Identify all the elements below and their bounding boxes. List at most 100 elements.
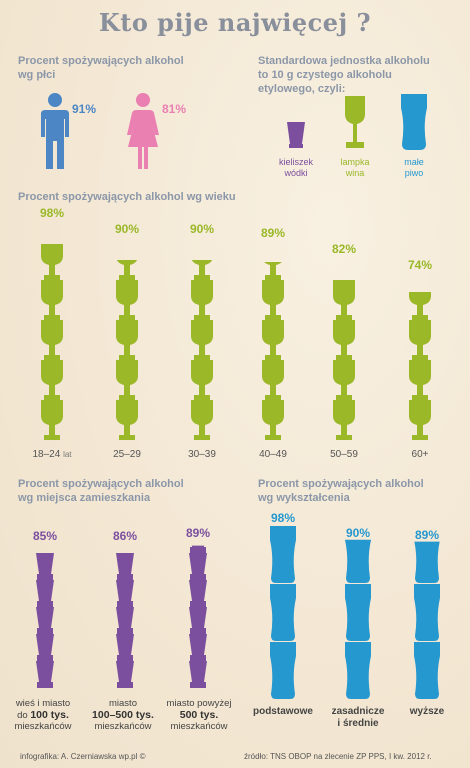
education-bar [345,539,371,699]
wine-glass-icon [262,360,284,400]
place-label: miasto 100–500 tys. mieszkańców [92,698,154,732]
place-bar [116,553,134,688]
education-bar [414,541,440,699]
wine-glass-icon [191,320,213,360]
shot-glass-icon [287,122,305,148]
education-percentage: 90% [345,526,371,540]
shot-glass-icon [190,545,206,553]
age-label: 60+ [411,449,429,460]
age-heading: Procent spożywających alkohol wg wieku [18,191,236,203]
gender-heading: Procent spożywających alkohol wg płci [18,55,184,81]
age-percentage: 74% [407,258,433,272]
education-label: wyższe [409,706,445,717]
place-percentage: 89% [185,526,211,540]
wine-glass-icon [116,260,138,280]
wine-glass-icon [116,400,138,440]
wine-glass-icon [333,320,355,360]
page-title: Kto pije najwięcej ? [98,8,372,37]
place-percentage: 85% [32,529,58,543]
beer-glass-icon [414,541,440,583]
beer-glass-icon [401,94,427,150]
man-icon [40,93,70,169]
beer-glass-icon [270,584,296,641]
place-bar [36,553,54,688]
wine-glass-icon [116,360,138,400]
shot-glass-icon [116,634,134,661]
age-bar [41,244,63,440]
source: źródło: TNS OBOP na zlecenie ZP PPS, I k… [244,752,432,761]
wine-glass-icon [262,280,284,320]
women-percentage: 81% [162,102,187,116]
shot-glass-icon [36,553,54,580]
place-bar [189,545,207,688]
wine-glass-icon [41,280,63,320]
wine-glass-icon [333,400,355,440]
age-bar [116,260,138,440]
wine-glass-icon [409,400,431,440]
education-percentage: 98% [270,511,296,525]
beer-glass-label: małe piwo [404,157,424,178]
beer-glass-icon [414,642,440,699]
credit: infografika: A. Czerniawska wp.pl © [20,752,146,761]
wine-glass-icon [116,320,138,360]
education-percentage: 89% [414,528,440,542]
shot-glass-icon [189,634,207,661]
men-percentage: 91% [72,102,97,116]
wine-glass-icon [191,360,213,400]
shot-glass-icon [189,607,207,634]
place-label: wieś i miasto do 100 tys. mieszkańców [14,698,72,732]
age-bar [409,292,431,440]
beer-glass-icon [345,642,371,699]
age-label: 18–24 lat [32,449,72,460]
age-bar [262,262,284,440]
wine-glass-icon [409,292,431,320]
shot-glass-icon [189,553,207,580]
age-label: 40–49 [259,449,287,460]
age-percentage: 89% [260,226,286,240]
age-label: 25–29 [113,449,141,460]
place-heading: Procent spożywających alkohol wg miejsca… [18,478,184,504]
beer-glass-icon [345,539,371,583]
beer-glass-icon [414,584,440,641]
age-bar [191,260,213,440]
shot-glass-label: kieliszek wódki [278,157,313,178]
age-percentage: 98% [39,206,65,220]
woman-icon [126,93,160,169]
shot-glass-icon [36,661,54,688]
age-label: 50–59 [330,449,358,460]
wine-glass-icon [264,262,282,280]
shot-glass-icon [189,661,207,688]
place-label: miasto powyżej 500 tys. mieszkańców [166,698,232,732]
age-percentage: 82% [331,242,357,256]
shot-glass-icon [116,607,134,634]
wine-glass-icon [262,400,284,440]
wine-glass-icon [116,280,138,320]
age-bar [333,280,355,440]
shot-glass-icon [116,553,134,580]
wine-glass-icon [344,96,366,148]
shot-glass-icon [36,607,54,634]
wine-glass-label: lampka wina [340,157,370,178]
wine-glass-icon [262,320,284,360]
education-label: podstawowe [252,706,313,717]
beer-glass-icon [270,642,296,699]
shot-glass-icon [36,634,54,661]
beer-glass-icon [345,584,371,641]
education-heading: Procent spożywających alkohol wg wykszta… [258,478,424,504]
wine-glass-icon [333,360,355,400]
age-percentage: 90% [189,222,215,236]
beer-glass-icon [270,526,296,583]
wine-glass-icon [333,280,355,320]
shot-glass-icon [36,580,54,607]
age-percentage: 90% [114,222,140,236]
wine-glass-icon [191,260,213,280]
wine-glass-icon [409,360,431,400]
shot-glass-icon [116,580,134,607]
units-heading: Standardowa jednostka alkoholu to 10 g c… [258,55,430,95]
place-percentage: 86% [112,529,138,543]
shot-glass-icon [116,661,134,688]
wine-glass-icon [41,244,63,280]
